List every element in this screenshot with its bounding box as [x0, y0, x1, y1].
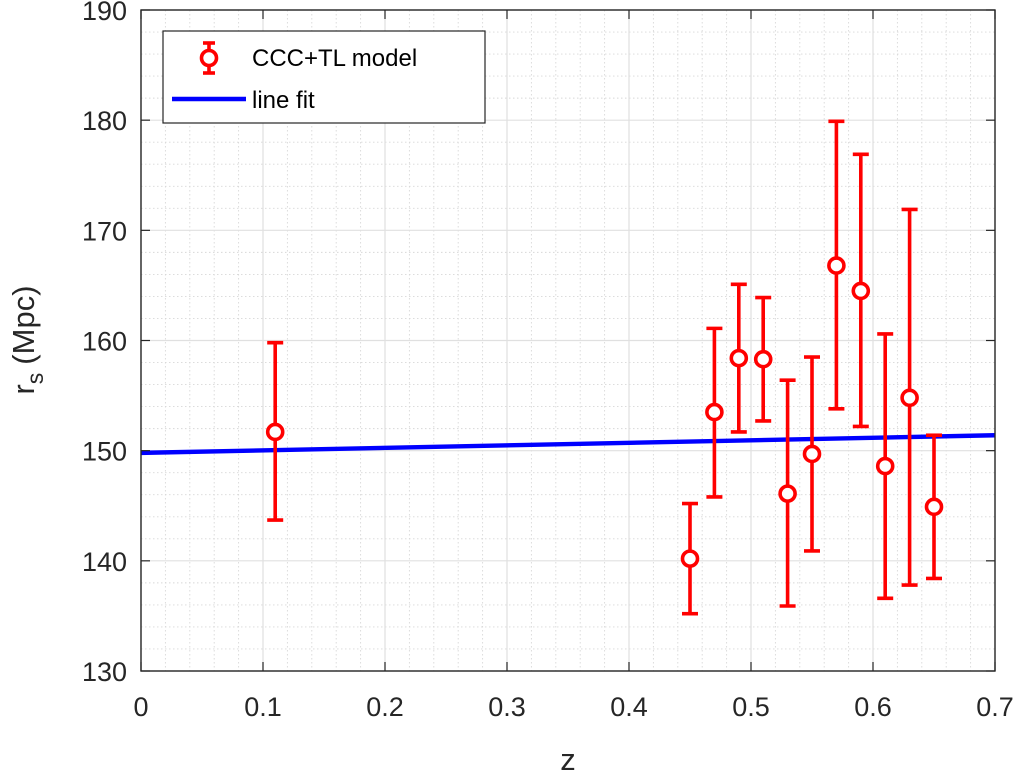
legend-marker-errorbar [199, 41, 219, 75]
y-tick-label: 160 [82, 327, 127, 357]
x-tick-label: 0.5 [732, 692, 770, 722]
data-point [827, 119, 846, 411]
x-axis-label: z [560, 742, 576, 774]
y-tick-label: 180 [82, 106, 127, 136]
y-tick-label: 130 [82, 657, 127, 687]
point-marker [900, 388, 919, 408]
y-tick-label: 170 [82, 216, 127, 246]
data-point [705, 326, 724, 499]
axis-ticks [140, 9, 996, 672]
y-axis-label-main: r [6, 384, 41, 394]
line-fit [140, 433, 996, 456]
x-tick-label: 0 [133, 692, 148, 722]
legend-label-line-fit: line fit [252, 87, 315, 114]
x-tick-label: 0.3 [488, 692, 526, 722]
x-tick-label: 0.1 [244, 692, 282, 722]
legend-box [162, 30, 486, 124]
data-point [851, 152, 871, 429]
point-marker [778, 484, 797, 503]
data-layer [140, 119, 996, 616]
point-marker [875, 456, 895, 476]
data-point [802, 355, 822, 553]
legend-label-ccc-tl-model: CCC+TL model [252, 45, 417, 72]
x-tick-label: 0.2 [366, 692, 404, 722]
data-point [729, 282, 749, 434]
point-marker [753, 349, 773, 369]
point-marker [680, 549, 700, 568]
point-marker [851, 281, 871, 301]
y-tick-label: 150 [82, 437, 127, 467]
y-axis-label-subscript: s [22, 373, 48, 385]
y-tick-label: 190 [82, 0, 127, 26]
data-point [875, 332, 895, 601]
point-marker [802, 444, 822, 464]
x-tick-label: 0.4 [610, 692, 648, 722]
y-tick-label: 140 [82, 547, 127, 577]
data-point [680, 501, 700, 616]
point-marker [265, 422, 285, 442]
data-point [900, 207, 919, 587]
data-point [265, 340, 285, 522]
point-marker [827, 256, 846, 275]
data-point [778, 378, 797, 608]
point-marker [924, 497, 944, 517]
y-tick-labels: 130 140 150 160 170 180 190 [82, 0, 127, 687]
y-axis-label-unit: (Mpc) [6, 285, 41, 364]
x-tick-labels: 0 0.1 0.2 0.3 0.4 0.5 0.6 0.7 [133, 692, 1013, 722]
data-point [753, 295, 773, 423]
point-marker [705, 402, 724, 422]
x-tick-label: 0.7 [976, 692, 1014, 722]
x-tick-label: 0.6 [854, 692, 892, 722]
y-axis-label: rs (Mpc) [6, 285, 48, 394]
data-point [924, 433, 944, 581]
legend: CCC+TL model line fit [162, 30, 486, 124]
point-marker [729, 348, 749, 368]
